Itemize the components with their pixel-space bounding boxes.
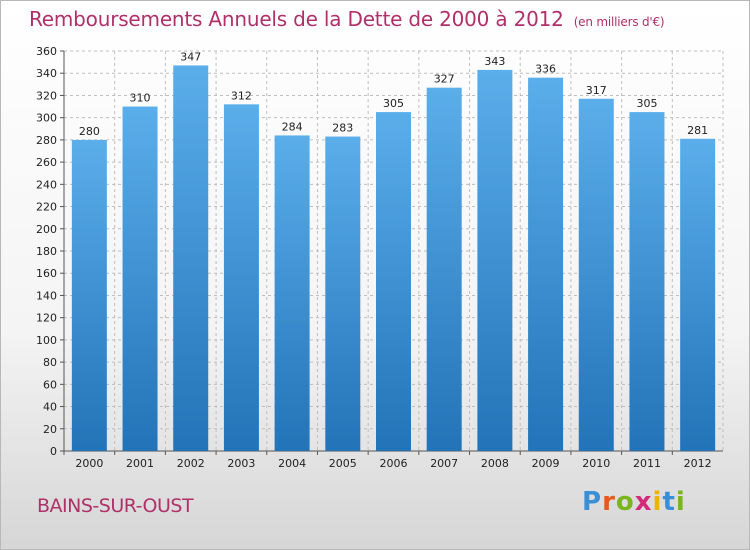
chart-title-block: Remboursements Annuels de la Dette de 20… [29,7,665,31]
bar-2007 [426,87,462,452]
y-tick-label: 100 [36,334,57,347]
bar-chart: 0 20 40 60 80 100 120 140 160 180 200 220 240 260 280 3… [36,45,724,470]
data-label-2008: 343 [484,55,505,68]
logo-letter: o [615,487,635,517]
y-tick-label: 40 [43,401,57,414]
y-tick-label: 320 [36,89,57,102]
y-tick-label: 80 [43,356,57,369]
logo-letter: x [634,487,653,517]
logo-letter: i [675,487,686,517]
x-tick-label-2000: 2000 [75,457,103,470]
x-tick-label-2010: 2010 [582,457,610,470]
data-label-2007: 327 [434,73,455,86]
bar-2002 [173,65,209,451]
x-tick-label-2012: 2012 [684,457,712,470]
x-tick-label-2002: 2002 [177,457,205,470]
bar-2008 [477,69,513,451]
data-labels: 280 310 347 312 284 283 305 327 343 336 317 305 281 [79,50,708,137]
bar-2005 [325,136,361,452]
data-label-2004: 284 [282,120,303,133]
commune-name: BAINS-SUR-OUST [37,495,194,517]
bar-2004 [274,135,310,451]
bar-2009 [528,77,564,452]
x-tick-label-2008: 2008 [481,457,509,470]
y-tick-label: 120 [36,312,57,325]
x-tick-label-2003: 2003 [227,457,255,470]
data-label-2010: 317 [586,84,607,97]
chart-title: Remboursements Annuels de la Dette de 20… [29,7,564,31]
y-tick-label: 260 [36,156,57,169]
bar-2000 [71,139,107,451]
x-tick-label-2001: 2001 [126,457,154,470]
x-tick-label-2005: 2005 [329,457,357,470]
bar-2003 [223,104,259,451]
y-tick-label: 360 [36,45,57,58]
logo-letter: t [662,487,676,517]
data-label-2001: 310 [130,92,151,105]
logo-letter: P [582,487,603,517]
y-tick-label: 20 [43,423,57,436]
y-tick-label: 340 [36,67,57,80]
data-label-2009: 336 [535,63,556,76]
data-label-2002: 347 [180,50,201,63]
data-label-2011: 305 [636,97,657,110]
bar-2006 [376,112,411,451]
x-tick-label-2009: 2009 [532,457,560,470]
bar-2011 [629,112,665,451]
bar-2010 [578,98,614,452]
y-tick-labels: 0 20 40 60 80 100 120 140 160 180 200 220 240 260 280 3… [36,45,57,458]
y-tick-label: 200 [36,223,57,236]
data-label-2000: 280 [79,125,100,138]
data-label-2012: 281 [687,124,708,137]
y-tick-label: 220 [36,201,57,214]
logo-letter: r [602,487,616,517]
y-tick-label: 280 [36,134,57,147]
x-tick-label-2007: 2007 [430,457,458,470]
data-label-2003: 312 [231,89,252,102]
x-tick-label-2006: 2006 [380,457,408,470]
x-tick-label-2004: 2004 [278,457,306,470]
y-tick-label: 140 [36,289,57,302]
data-label-2006: 305 [383,97,404,110]
proxiti-logo: Proxiti [582,487,686,517]
y-tick-label: 180 [36,245,57,258]
logo-letter: i [652,487,663,517]
y-tick-label: 240 [36,178,57,191]
data-label-2005: 283 [332,122,353,135]
bars [71,65,716,452]
x-tick-labels: 2000 2001 2002 2003 2004 2005 2006 2007 2008 2009… [63,451,712,470]
y-tick-label: 0 [50,445,57,458]
chart-subtitle: (en milliers d'€) [573,15,665,29]
bar-2001 [122,106,158,452]
bar-2012 [680,138,716,451]
y-tick-label: 160 [36,267,57,280]
x-tick-label-2011: 2011 [633,457,661,470]
y-tick-label: 60 [43,378,57,391]
y-tick-label: 300 [36,112,57,125]
